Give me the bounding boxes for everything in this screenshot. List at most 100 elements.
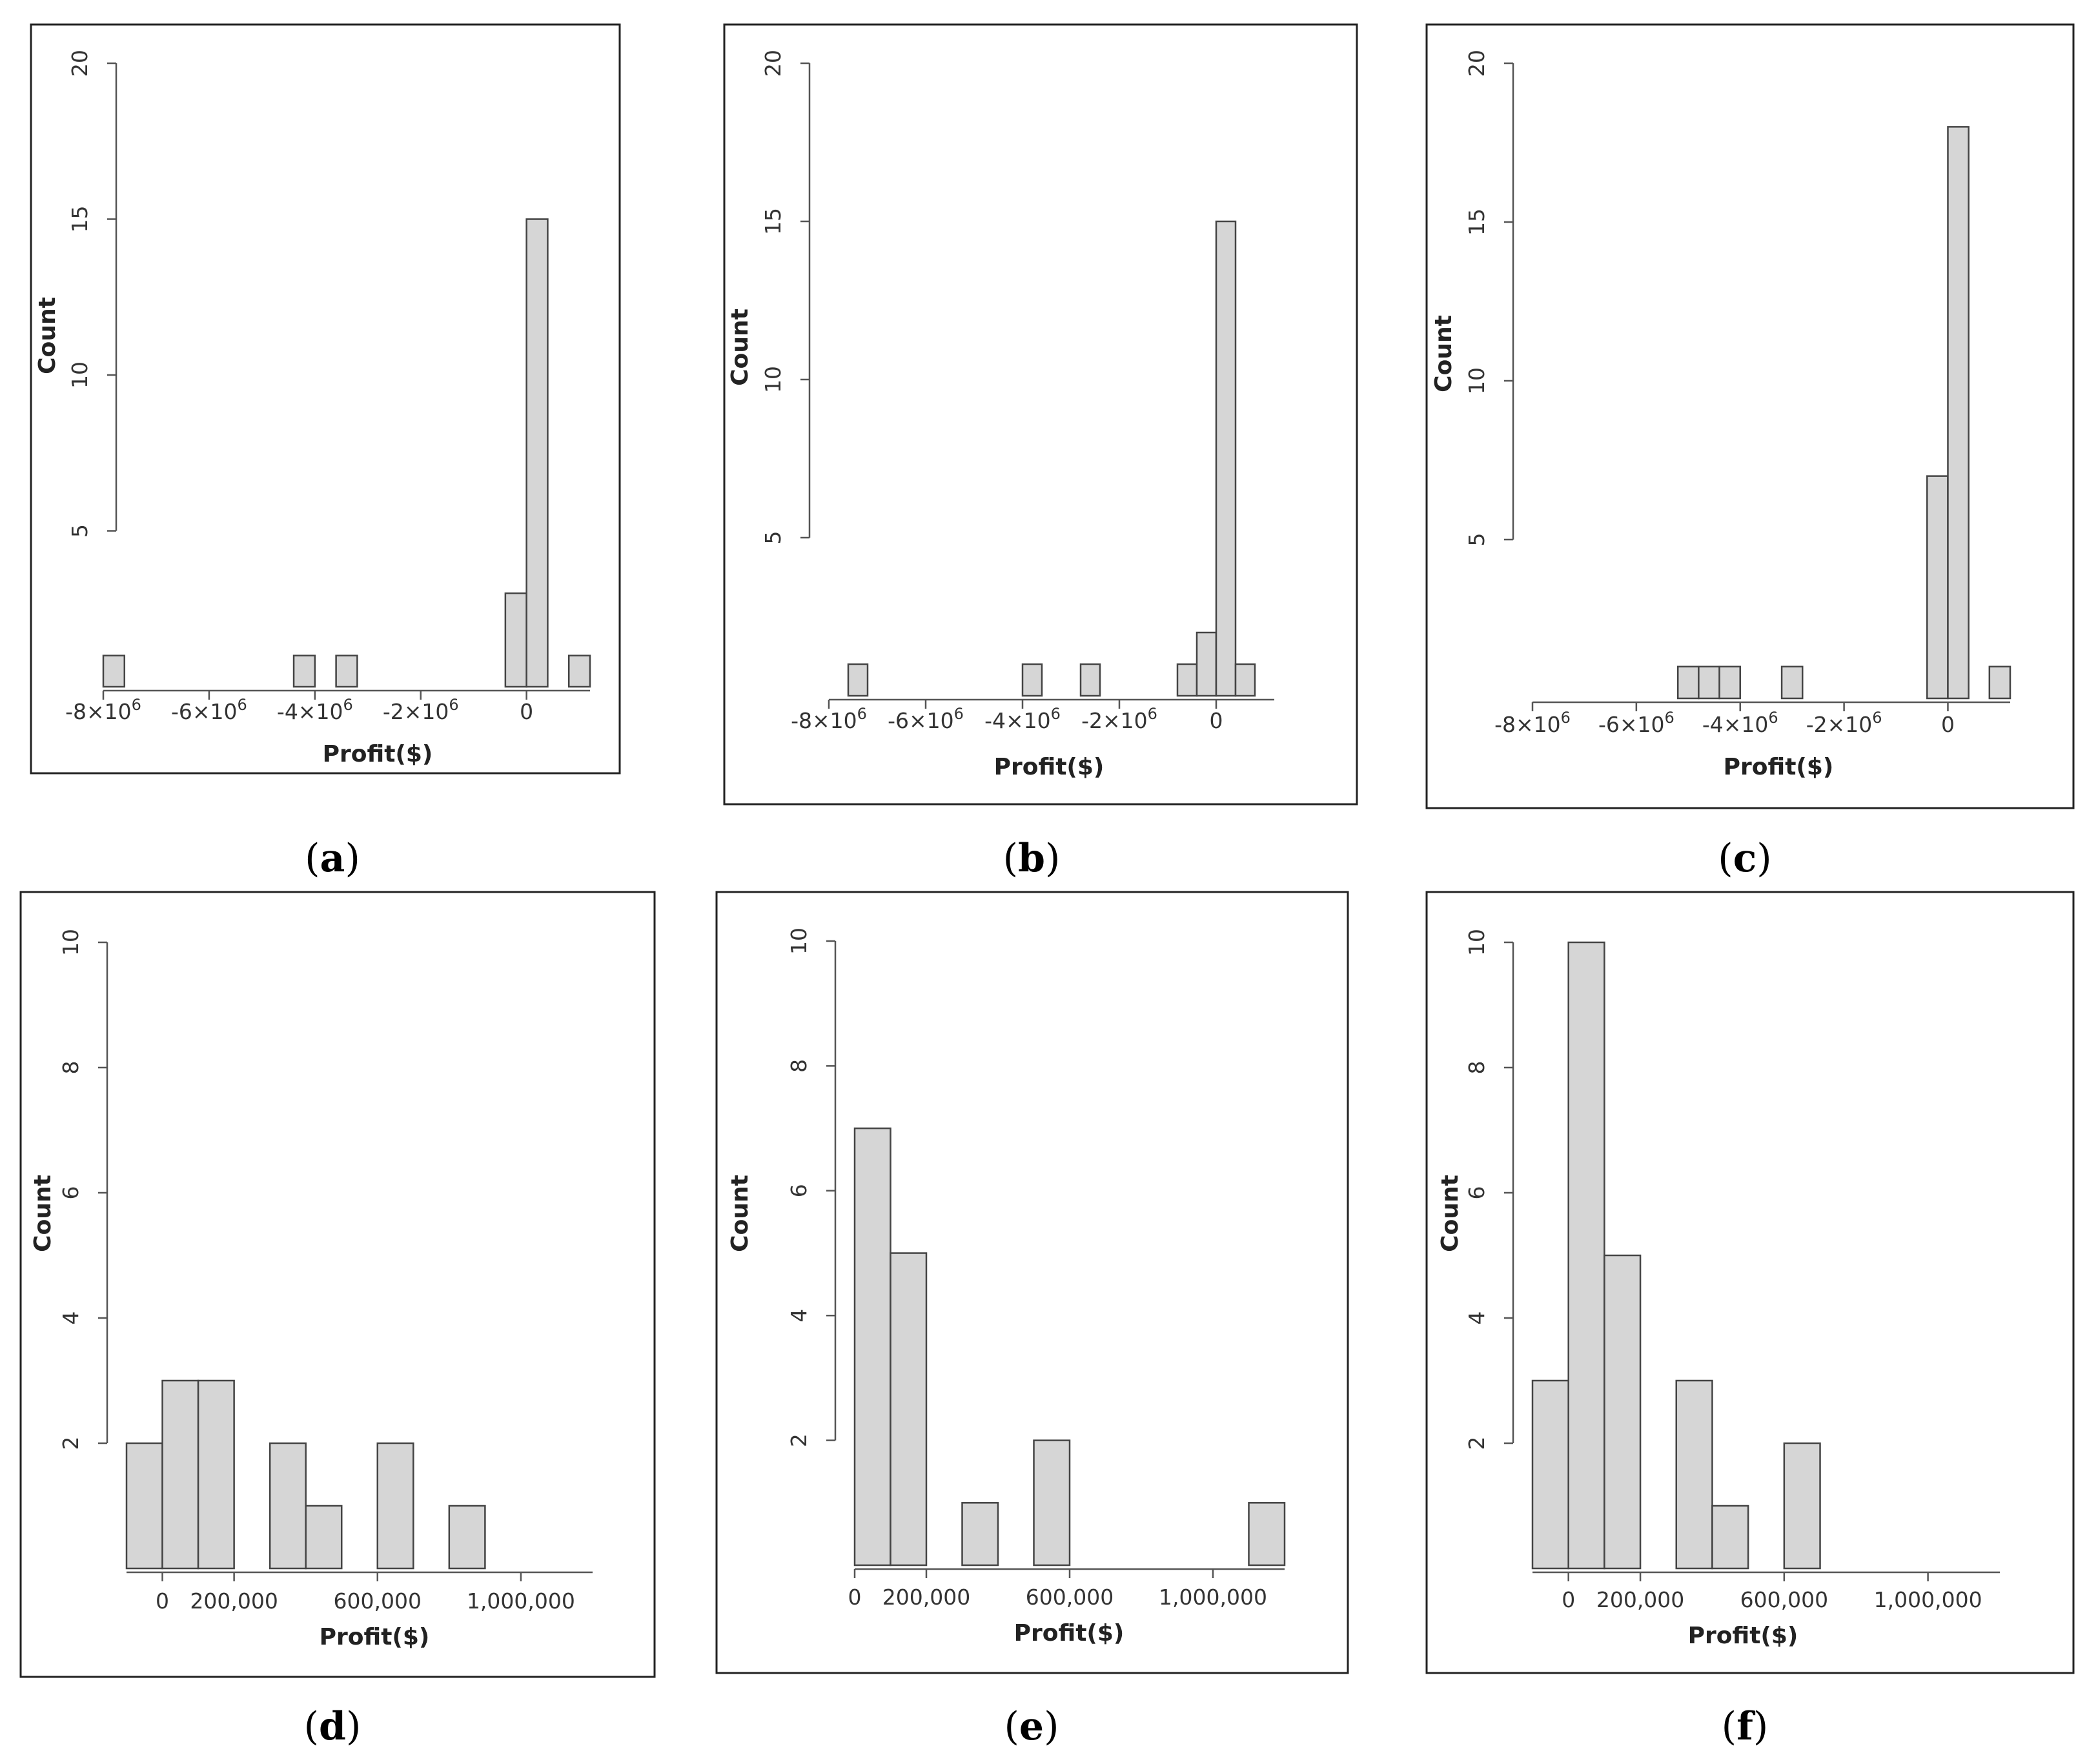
x-tick-label: 0 bbox=[1941, 712, 1955, 737]
histogram-bar bbox=[1215, 220, 1237, 697]
x-tick-label: 0 bbox=[1562, 1587, 1575, 1612]
histogram-bar bbox=[1234, 663, 1256, 697]
histogram-bar bbox=[961, 1502, 999, 1566]
histogram-bar bbox=[1033, 1439, 1071, 1566]
y-tick-label: 8 bbox=[1464, 1061, 1489, 1075]
panel-caption: (e) bbox=[1004, 1704, 1059, 1749]
x-tick-label: 600,000 bbox=[334, 1588, 422, 1614]
y-tick-label: 5 bbox=[760, 531, 786, 545]
y-tick-label: 20 bbox=[1464, 50, 1489, 77]
x-tick-label: 200,000 bbox=[882, 1585, 970, 1610]
histogram-bar bbox=[1567, 941, 1605, 1570]
histogram-bar bbox=[1988, 665, 2011, 700]
y-tick-label: 10 bbox=[1464, 929, 1489, 956]
y-tick-label: 10 bbox=[1464, 367, 1489, 394]
y-tick-label: 2 bbox=[786, 1434, 811, 1447]
histogram-bar bbox=[376, 1442, 414, 1570]
y-tick-label: 5 bbox=[67, 524, 92, 538]
x-tick-label: -8×106 bbox=[1494, 709, 1571, 737]
histogram-bar bbox=[1603, 1254, 1642, 1570]
y-tick-label: 4 bbox=[786, 1309, 811, 1323]
y-tick-label: 15 bbox=[67, 206, 92, 233]
y-tick-label: 8 bbox=[786, 1059, 811, 1073]
x-tick-label: -2×106 bbox=[383, 696, 459, 724]
panel-caption: (d) bbox=[304, 1704, 361, 1749]
x-tick-label: 600,000 bbox=[1026, 1585, 1114, 1610]
y-tick-label: 10 bbox=[58, 929, 83, 956]
histogram-panel-d: 2 4 6 8 10 0 200,000 600,000 1,000,000 Profit($) C… bbox=[19, 891, 656, 1749]
x-tick-label: 200,000 bbox=[1596, 1587, 1684, 1612]
histogram-panel-e: 2 4 6 8 10 0 200,000 600,000 1,000,000 Profit($) C… bbox=[715, 891, 1349, 1749]
histogram-bar bbox=[1079, 663, 1101, 697]
histogram-bar bbox=[567, 654, 591, 688]
y-tick-label: 20 bbox=[67, 50, 92, 77]
histogram-bar bbox=[1676, 665, 1700, 700]
histogram-panel-b: 5 10 15 20 -8×106 -6×106 -4×106 -2×106 0 Profit($… bbox=[723, 23, 1358, 881]
y-axis-title: Count bbox=[1430, 315, 1457, 392]
x-tick-label: 1,000,000 bbox=[1159, 1585, 1267, 1610]
histogram-bar bbox=[853, 1127, 891, 1566]
histogram-bar bbox=[292, 654, 316, 688]
y-tick-label: 15 bbox=[1464, 208, 1489, 236]
histogram-bar bbox=[1176, 663, 1198, 697]
y-tick-label: 6 bbox=[786, 1184, 811, 1197]
x-axis-title: Profit($) bbox=[320, 1624, 430, 1650]
histogram-bar bbox=[1711, 1505, 1749, 1570]
histogram-bar bbox=[1783, 1442, 1821, 1570]
y-tick-label: 20 bbox=[760, 50, 786, 77]
histogram-panel-a: 5 10 15 20 -8×106 -6×106 -4×106 -2×106 0 Profit($… bbox=[30, 23, 621, 881]
histogram-bar bbox=[448, 1505, 486, 1570]
x-tick-label: -4×106 bbox=[277, 696, 353, 724]
panel-caption: (a) bbox=[305, 836, 360, 881]
histogram-bar bbox=[125, 1442, 163, 1570]
x-axis-title: Profit($) bbox=[1014, 1620, 1125, 1647]
panel-frame bbox=[1425, 891, 2075, 1674]
histogram-bar bbox=[161, 1379, 199, 1570]
histogram-bar bbox=[1248, 1502, 1286, 1566]
histogram-bar bbox=[890, 1252, 928, 1566]
x-tick-label: -8×106 bbox=[791, 705, 867, 733]
x-axis-title: Profit($) bbox=[994, 754, 1105, 780]
histogram-bar bbox=[197, 1379, 235, 1570]
histogram-bar bbox=[1675, 1379, 1713, 1570]
y-tick-label: 6 bbox=[1464, 1186, 1489, 1200]
histogram-bar bbox=[1196, 631, 1217, 697]
x-tick-label: -8×106 bbox=[65, 696, 141, 724]
histogram-bar bbox=[525, 218, 549, 688]
y-tick-label: 10 bbox=[760, 366, 786, 393]
x-axis-title: Profit($) bbox=[1688, 1623, 1798, 1649]
histogram-bar bbox=[847, 663, 869, 697]
y-tick-label: 5 bbox=[1464, 533, 1489, 547]
y-tick-label: 2 bbox=[58, 1437, 83, 1450]
histogram-bar bbox=[1698, 665, 1720, 700]
x-tick-label: 0 bbox=[156, 1588, 169, 1614]
histogram-bar bbox=[269, 1442, 307, 1570]
x-tick-label: -2×106 bbox=[1081, 705, 1157, 733]
x-tick-label: -4×106 bbox=[984, 705, 1061, 733]
x-tick-label: 1,000,000 bbox=[467, 1588, 575, 1614]
x-tick-label: 0 bbox=[520, 699, 533, 724]
y-tick-label: 10 bbox=[786, 928, 811, 955]
y-tick-label: 4 bbox=[58, 1312, 83, 1325]
x-tick-label: 0 bbox=[1210, 708, 1223, 733]
histogram-bar bbox=[1926, 475, 1949, 700]
y-tick-label: 15 bbox=[760, 208, 786, 235]
histogram-panel-c: 5 10 15 20 -8×106 -6×106 -4×106 -2×106 0 Profit($… bbox=[1425, 23, 2075, 881]
x-tick-label: -6×106 bbox=[171, 696, 247, 724]
histogram-bar bbox=[504, 592, 527, 688]
x-axis-title: Profit($) bbox=[1724, 754, 1834, 780]
x-tick-label: -6×106 bbox=[1598, 709, 1675, 737]
y-tick-label: 8 bbox=[58, 1061, 83, 1075]
histogram-bar bbox=[305, 1505, 343, 1570]
histogram-bar bbox=[335, 654, 358, 688]
panel-caption: (b) bbox=[1003, 836, 1061, 881]
panel-frame bbox=[1425, 23, 2075, 809]
histogram-bar bbox=[102, 654, 126, 688]
x-tick-label: 0 bbox=[848, 1585, 862, 1610]
histogram-bar bbox=[1718, 665, 1741, 700]
y-axis-title: Count bbox=[727, 309, 753, 386]
x-axis-title: Profit($) bbox=[323, 741, 433, 767]
y-axis-title: Count bbox=[30, 1175, 56, 1252]
y-axis-title: Count bbox=[34, 297, 61, 374]
